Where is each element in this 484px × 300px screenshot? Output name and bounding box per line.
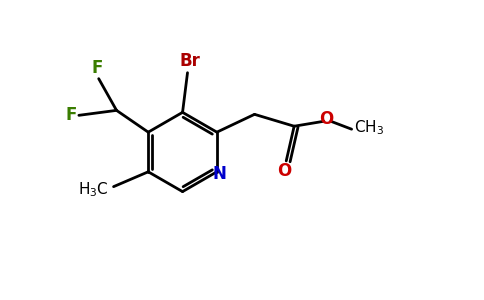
Text: F: F	[65, 106, 76, 124]
Text: F: F	[91, 59, 103, 77]
Text: H$_3$C: H$_3$C	[78, 180, 109, 199]
Text: CH$_3$: CH$_3$	[354, 118, 384, 136]
Text: N: N	[213, 165, 227, 183]
Text: Br: Br	[179, 52, 200, 70]
Text: O: O	[319, 110, 333, 128]
Text: O: O	[277, 162, 291, 180]
